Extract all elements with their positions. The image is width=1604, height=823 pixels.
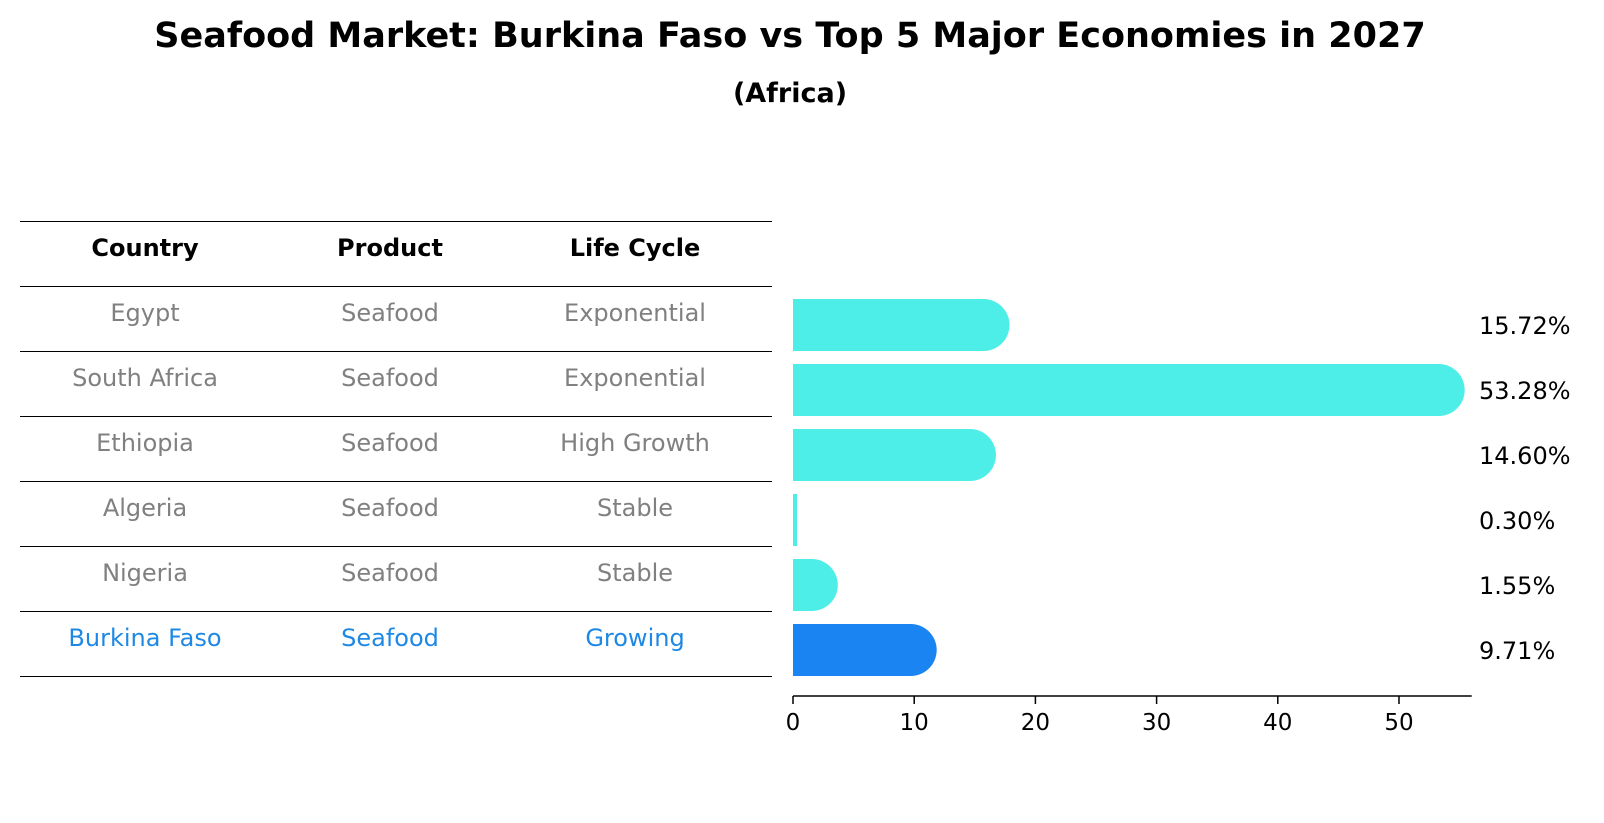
- x-tick-label: 30: [1142, 710, 1171, 736]
- bar-highlight: [793, 624, 937, 676]
- bar-value-label: 14.60%: [1479, 442, 1571, 470]
- table-rule: [20, 416, 772, 417]
- bar: [793, 494, 797, 546]
- bar: [793, 559, 838, 611]
- bar-value-label: 53.28%: [1479, 377, 1571, 405]
- cell-life-cycle: High Growth: [560, 429, 710, 457]
- cell-country: Ethiopia: [96, 429, 194, 457]
- header-life-cycle: Life Cycle: [569, 234, 701, 262]
- cell-country: Egypt: [110, 299, 180, 327]
- cell-life-cycle: Stable: [596, 559, 674, 587]
- table-rule: [20, 286, 772, 287]
- bar: [793, 364, 1465, 416]
- cell-life-cycle: Exponential: [564, 364, 706, 392]
- table-rule: [20, 611, 772, 612]
- cell-country-highlight: Burkina Faso: [68, 624, 222, 652]
- bar-value-label: 15.72%: [1479, 312, 1571, 340]
- bar: [793, 429, 996, 481]
- header-product: Product: [337, 234, 443, 262]
- cell-product-highlight: Seafood: [341, 624, 439, 652]
- table-rule: [20, 351, 772, 352]
- cell-life-cycle: Exponential: [564, 299, 706, 327]
- table-rule: [20, 676, 772, 677]
- cell-product: Seafood: [341, 364, 439, 392]
- table-rule: [20, 546, 772, 547]
- chart-title: Seafood Market: Burkina Faso vs Top 5 Ma…: [154, 16, 1426, 56]
- cell-product: Seafood: [341, 559, 439, 587]
- cell-product: Seafood: [341, 494, 439, 522]
- table-rule: [20, 221, 772, 222]
- cell-life-cycle-highlight: Growing: [585, 624, 685, 652]
- cell-country: Algeria: [102, 494, 188, 522]
- bar-value-label: 0.30%: [1479, 507, 1555, 535]
- x-tick-label: 40: [1263, 710, 1292, 736]
- bar: [793, 299, 1010, 351]
- chart-subtitle: (Africa): [732, 78, 848, 109]
- cell-country: South Africa: [72, 364, 218, 392]
- x-tick-label: 50: [1384, 710, 1413, 736]
- x-tick-label: 0: [786, 710, 801, 736]
- cell-product: Seafood: [341, 299, 439, 327]
- cell-product: Seafood: [341, 429, 439, 457]
- bar-value-label: 1.55%: [1479, 572, 1555, 600]
- x-tick-label: 20: [1021, 710, 1050, 736]
- table-rule: [20, 481, 772, 482]
- bar-value-label: 9.71%: [1479, 637, 1555, 665]
- header-country: Country: [91, 234, 199, 262]
- x-tick-label: 10: [900, 710, 929, 736]
- cell-life-cycle: Stable: [596, 494, 674, 522]
- cell-country: Nigeria: [102, 559, 188, 587]
